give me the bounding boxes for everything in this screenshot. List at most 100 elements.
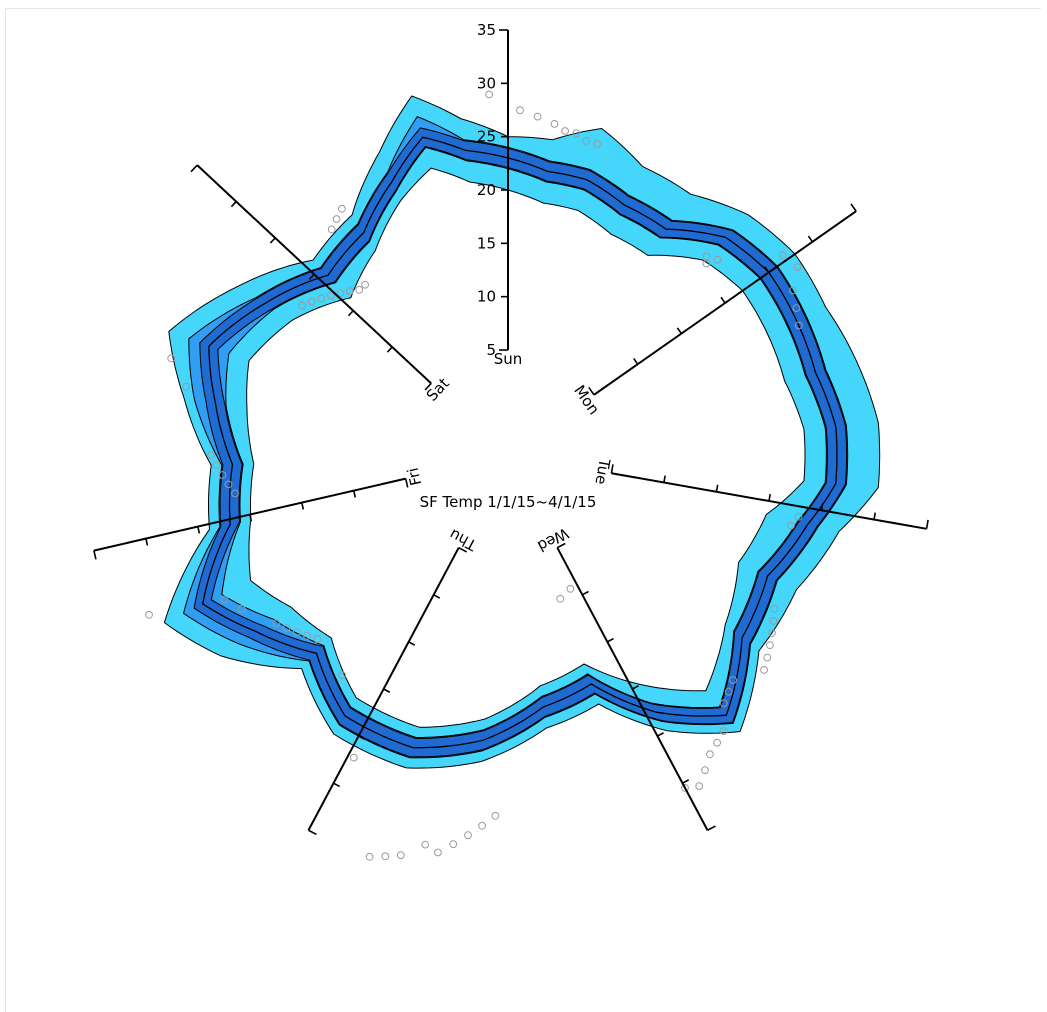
outlier-point [550,120,559,128]
outlier-point [298,301,307,310]
axis-tick [249,514,253,522]
tick-label: 5 [486,341,496,359]
axis-tick [807,235,814,243]
outlier-point [769,617,778,625]
outlier-point [212,461,221,470]
tick-label: 35 [477,21,496,39]
outlier-point [533,112,542,121]
outlier-point [396,851,405,860]
axis-tick [715,484,719,492]
band-p5-p95 [163,95,881,769]
day-label-fri: Fri [404,466,426,487]
outlier-point [421,840,430,849]
outlier-point [332,215,341,223]
axis-tick [408,641,416,646]
outlier-point [349,753,358,762]
outlier-point [713,738,721,747]
outlier-point [719,699,728,708]
axis-tick [404,478,409,488]
outlier-point [345,287,354,296]
outlier-point [449,840,458,849]
axis-fri: Fri [93,466,426,560]
axis-tick [820,503,824,511]
tick-label: 10 [477,288,496,306]
outlier-point [464,831,472,840]
outlier-point [327,225,336,234]
outlier-point [207,451,215,459]
outlier-point [593,140,602,148]
outlier-point [313,635,322,643]
axis-tick [850,203,857,212]
axis-tick [556,542,566,549]
axis-tick [682,779,690,784]
outlier-point [224,480,233,489]
outlier-point [218,471,227,479]
outlier-points [145,90,803,861]
outlier-point [327,291,335,300]
outlier-point [303,632,312,640]
axis-tick [663,475,666,483]
outlier-point [789,286,797,295]
outlier-point [702,252,711,261]
axis-tick [352,490,357,498]
outlier-point [145,610,153,619]
axis-tick [676,327,683,335]
outlier-point [770,604,779,613]
tick-label: 15 [477,234,496,252]
outlier-point [706,750,714,759]
outlier-point [167,354,176,363]
outlier-point [794,512,803,521]
outlier-point [561,127,569,135]
outlier-point [768,629,776,637]
outlier-point [272,619,281,628]
outlier-point [695,782,704,790]
tick-label: 30 [477,74,496,92]
outlier-point [355,285,364,294]
temperature-bands [163,95,881,769]
outlier-point [516,106,524,115]
outlier-point [491,811,500,820]
axis-tick [873,512,877,520]
outlier-point [478,821,487,830]
day-label-sun: Sun [494,350,523,368]
outlier-point [182,382,191,391]
axis-tick [925,519,929,529]
axis-tick [764,266,770,273]
chart-title: SF Temp 1/1/15~4/1/15 [420,493,597,511]
outlier-point [793,263,802,272]
outlier-point [220,595,229,604]
axis-tick [606,637,614,643]
axis-tick [230,200,237,208]
outlier-point [787,521,795,530]
axis-tick [383,688,391,693]
tick-label: 25 [477,128,496,146]
axis-tick [657,732,665,737]
outlier-point [760,666,768,674]
axis-tick [333,782,341,788]
tick-label: 20 [477,181,496,199]
axis-tick [632,684,639,690]
axis-tick [633,357,639,365]
axis-tick [197,526,201,534]
outlier-point [572,129,581,138]
outlier-point [317,294,326,303]
outlier-point [681,784,689,792]
outlier-point [231,489,239,498]
outlier-point [292,628,301,637]
axis-tick [720,296,726,304]
outlier-point [237,604,246,613]
axis-tick [93,550,97,560]
outlier-point [566,584,575,593]
outlier-point [763,653,772,662]
day-label-thu: Thu [446,525,480,555]
chart-frame [5,8,1041,1012]
axis-tick [581,590,589,596]
day-label-wed: Wed [534,524,571,555]
axis-tick [424,382,432,391]
outlier-point [778,251,787,260]
axis-tick [458,547,468,553]
outlier-point [338,671,347,680]
axis-tick [707,825,716,831]
outlier-point [282,624,291,632]
